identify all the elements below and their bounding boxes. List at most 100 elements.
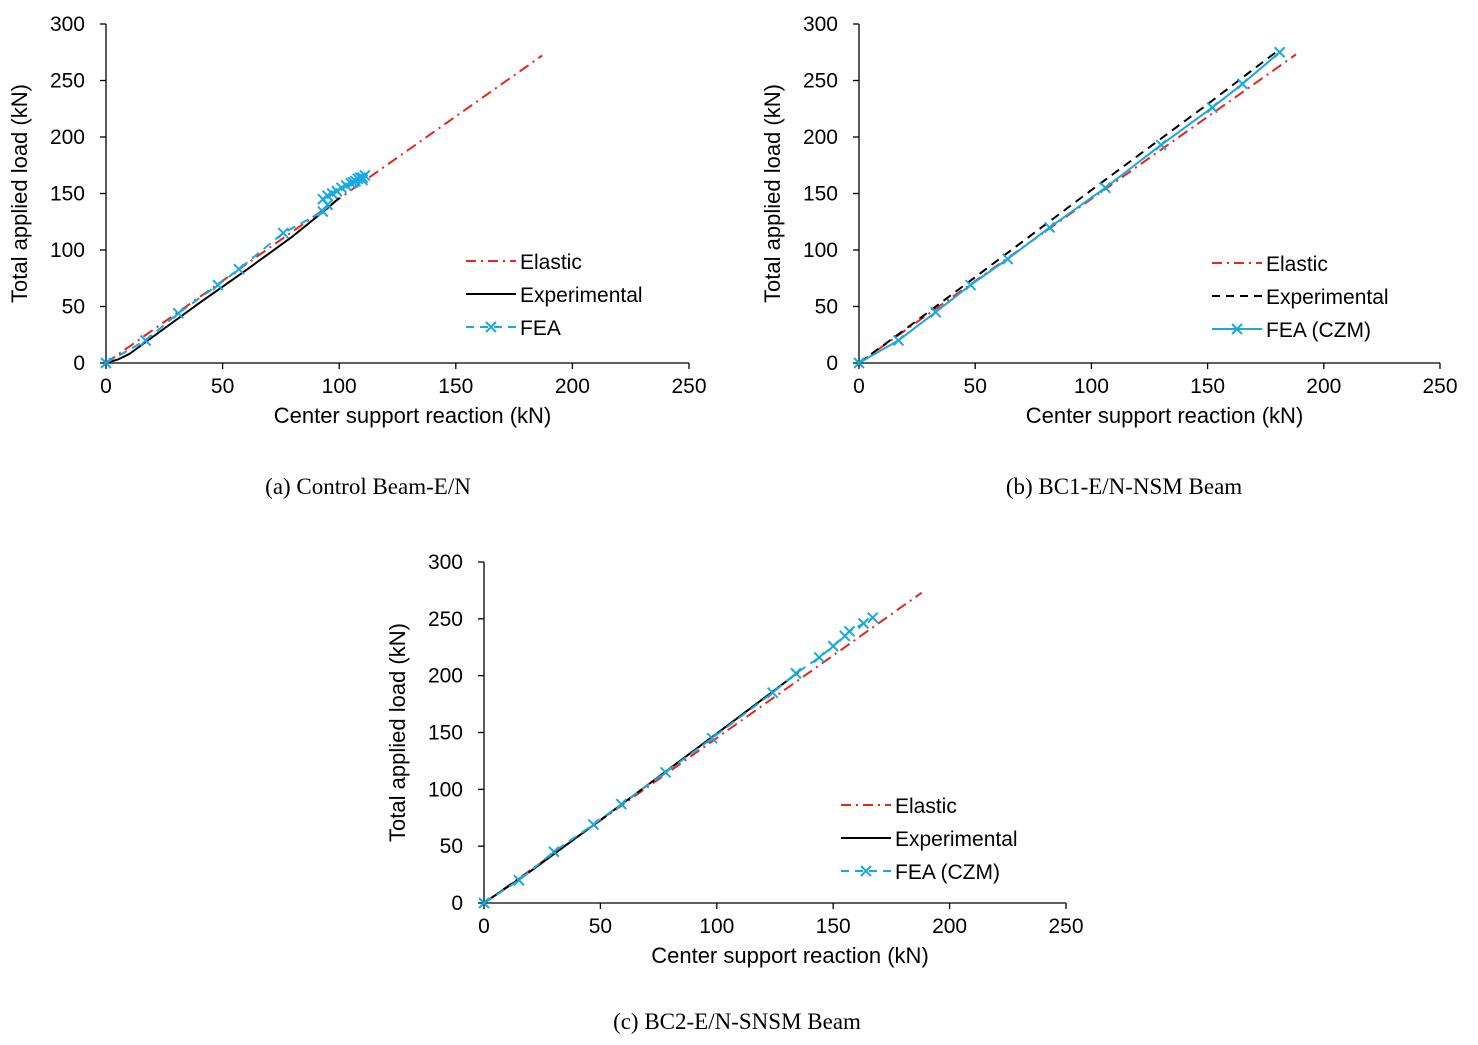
y-tick-label: 200 <box>803 126 838 149</box>
data-point-marker <box>277 227 289 239</box>
legend-marker <box>860 865 872 877</box>
data-point-marker <box>892 334 905 347</box>
chart-caption: (b) BC1-E/N-NSM Beam <box>1006 474 1242 499</box>
chart-caption: (a) Control Beam-E/N <box>265 474 471 499</box>
data-point-marker <box>233 263 245 275</box>
x-tick-label: 50 <box>211 375 234 398</box>
y-tick-label: 0 <box>73 352 85 375</box>
x-tick-label: 250 <box>1422 375 1457 398</box>
x-tick-label: 200 <box>1306 375 1341 398</box>
data-point-marker <box>139 334 152 347</box>
y-tick-label: 250 <box>428 608 463 631</box>
x-tick-label: 200 <box>932 915 967 938</box>
y-tick-label: 0 <box>451 892 463 915</box>
data-point-marker <box>513 874 525 886</box>
series-line-experimental <box>858 50 1278 364</box>
data-point-marker <box>548 846 560 858</box>
y-tick-label: 50 <box>62 296 85 319</box>
y-axis-title: Total applied load (kN) <box>7 84 32 303</box>
x-axis-title: Center support reaction (kN) <box>274 403 552 428</box>
legend-label: Elastic <box>520 251 582 274</box>
data-point-marker <box>1043 221 1056 234</box>
y-tick-label: 100 <box>428 778 463 801</box>
data-point-marker <box>587 818 600 831</box>
x-tick-label: 0 <box>478 915 490 938</box>
y-tick-label: 200 <box>50 126 85 149</box>
data-point-marker <box>929 306 942 318</box>
series-line-experimental <box>105 197 340 364</box>
data-point-marker <box>813 651 825 664</box>
x-tick-label: 100 <box>322 375 357 398</box>
y-tick-label: 300 <box>428 551 463 574</box>
data-point-marker <box>1273 46 1286 58</box>
chart-0: 0 50 100 150 200 250 0 50 100 150 200 250 300 Center … <box>7 13 707 499</box>
x-tick-label: 0 <box>100 375 112 398</box>
data-point-marker <box>356 174 369 186</box>
y-axis-title: Total applied load (kN) <box>385 623 410 842</box>
y-tick-label: 200 <box>428 665 463 688</box>
series-line-experimental <box>483 671 799 904</box>
y-tick-label: 0 <box>826 352 838 375</box>
data-point-marker <box>706 732 718 744</box>
x-tick-label: 250 <box>671 375 706 398</box>
data-point-marker <box>615 798 628 810</box>
data-point-marker <box>659 766 672 778</box>
legend-marker <box>485 321 497 333</box>
chart-2: 0 50 100 150 200 250 0 50 100 150 200 250 300 Center … <box>385 551 1084 1034</box>
data-point-marker <box>347 176 359 188</box>
legend-label: Elastic <box>1266 253 1328 276</box>
x-axis-title: Center support reaction (kN) <box>651 943 929 968</box>
y-tick-label: 300 <box>803 13 838 36</box>
series-line-elastic <box>858 53 1297 364</box>
data-point-marker <box>1002 253 1014 265</box>
data-point-marker <box>212 279 224 291</box>
legend-label: FEA (CZM) <box>895 861 1000 884</box>
y-tick-label: 250 <box>50 70 85 93</box>
legend-label: FEA <box>520 317 561 340</box>
x-tick-label: 150 <box>816 915 851 938</box>
y-tick-label: 150 <box>50 183 85 206</box>
y-tick-label: 50 <box>815 296 838 319</box>
data-point-marker <box>964 279 977 291</box>
x-tick-label: 100 <box>1074 375 1109 398</box>
series-line-elastic <box>105 54 543 364</box>
data-point-marker <box>100 357 112 369</box>
x-tick-label: 150 <box>438 375 473 398</box>
data-point-marker <box>1099 182 1112 194</box>
y-tick-label: 100 <box>50 239 85 262</box>
x-tick-label: 150 <box>1190 375 1225 398</box>
y-tick-label: 100 <box>803 239 838 262</box>
data-point-marker <box>766 687 779 699</box>
y-axis-title: Total applied load (kN) <box>760 84 785 303</box>
y-tick-label: 300 <box>50 13 85 36</box>
legend-label: Elastic <box>895 795 957 818</box>
legend-label: FEA (CZM) <box>1266 319 1371 342</box>
legend-label: Experimental <box>1266 286 1389 309</box>
data-point-marker <box>1206 101 1218 114</box>
data-point-marker <box>827 640 839 652</box>
y-tick-label: 150 <box>428 722 463 745</box>
data-point-marker <box>790 667 802 680</box>
y-tick-label: 250 <box>803 70 838 93</box>
legend-label: Experimental <box>895 828 1018 851</box>
data-point-marker <box>1236 78 1249 90</box>
x-axis-title: Center support reaction (kN) <box>1026 403 1304 428</box>
legend-label: Experimental <box>520 284 643 307</box>
chart-1: 0 50 100 150 200 250 0 50 100 150 200 250 300 Center … <box>760 13 1458 499</box>
chart-caption: (c) BC2-E/N-SNSM Beam <box>613 1009 861 1034</box>
x-tick-label: 50 <box>964 375 987 398</box>
y-tick-label: 50 <box>440 835 463 858</box>
x-tick-label: 250 <box>1048 915 1083 938</box>
y-tick-label: 150 <box>803 183 838 206</box>
x-tick-label: 0 <box>853 375 865 398</box>
x-tick-label: 50 <box>589 915 612 938</box>
data-point-marker <box>1155 139 1167 151</box>
series-line-elastic <box>483 591 923 904</box>
data-point-marker <box>867 611 879 624</box>
series-line-fea-czm- <box>483 616 874 904</box>
x-tick-label: 200 <box>555 375 590 398</box>
data-point-marker <box>478 897 490 909</box>
legend-marker <box>1231 323 1243 335</box>
x-tick-label: 100 <box>699 915 734 938</box>
